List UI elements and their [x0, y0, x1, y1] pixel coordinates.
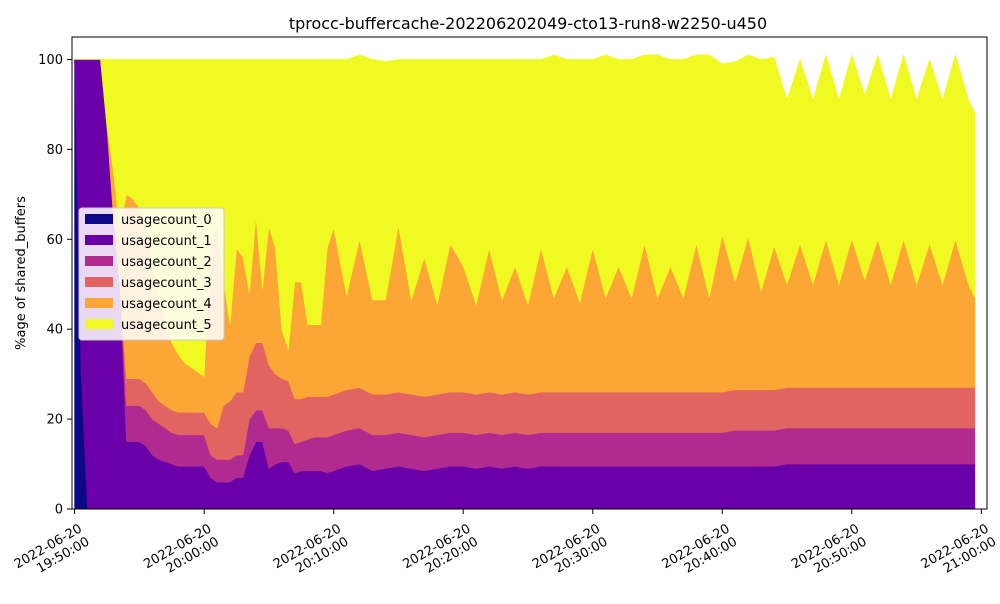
x-axis: 2022-06-2019:50:00 2022-06-2020:00:00 2022… [12, 509, 999, 585]
legend-swatch-usagecount-5 [85, 319, 113, 329]
y-tick-label: 100 [38, 53, 63, 68]
y-tick-label: 60 [46, 233, 63, 248]
x-tick-label: 2022-06-2019:50:00 [12, 521, 92, 585]
x-tick-label: 2022-06-2020:50:00 [789, 521, 869, 585]
y-axis: 0 20 40 60 80 100 [38, 53, 72, 518]
y-tick-label: 80 [46, 143, 63, 158]
legend-swatch-usagecount-0 [85, 214, 113, 224]
legend-swatch-usagecount-1 [85, 235, 113, 245]
y-tick-label: 0 [55, 503, 63, 518]
x-tick-label: 2022-06-2021:00:00 [919, 521, 999, 585]
legend-swatch-usagecount-3 [85, 277, 113, 287]
legend: usagecount_0 usagecount_1 usagecount_2usag… [78, 207, 225, 341]
x-tick-label: 2022-06-2020:40:00 [660, 521, 740, 585]
plot-areas [74, 53, 976, 510]
legend-box [78, 207, 225, 341]
x-tick-label: 2022-06-2020:10:00 [271, 521, 351, 585]
area-series-usagecount-5 [74, 53, 976, 377]
legend-label-usagecount-2: usagecount_2 [121, 255, 212, 270]
y-tick-label: 40 [46, 323, 63, 338]
legend-label-usagecount-1: usagecount_1 [121, 234, 212, 249]
chart-title: tprocc-buffercache-202206202049-cto13-ru… [289, 14, 767, 33]
y-axis-label: %age of shared_buffers [14, 196, 29, 350]
legend-swatch-usagecount-4 [85, 298, 113, 308]
x-tick-label: 2022-06-2020:30:00 [530, 521, 610, 585]
y-tick-label: 20 [46, 413, 63, 428]
x-tick-label: 2022-06-2020:20:00 [400, 521, 480, 585]
x-tick-label: 2022-06-2020:00:00 [141, 521, 221, 585]
legend-label-usagecount-0: usagecount_0 [121, 213, 212, 228]
legend-label-usagecount-4: usagecount_4 [121, 297, 212, 312]
legend-label-usagecount-5: usagecount_5 [121, 318, 212, 333]
legend-label-usagecount-3: usagecount_3 [121, 276, 212, 291]
legend-swatch-usagecount-2 [85, 256, 113, 266]
plot-frame [71, 36, 988, 510]
